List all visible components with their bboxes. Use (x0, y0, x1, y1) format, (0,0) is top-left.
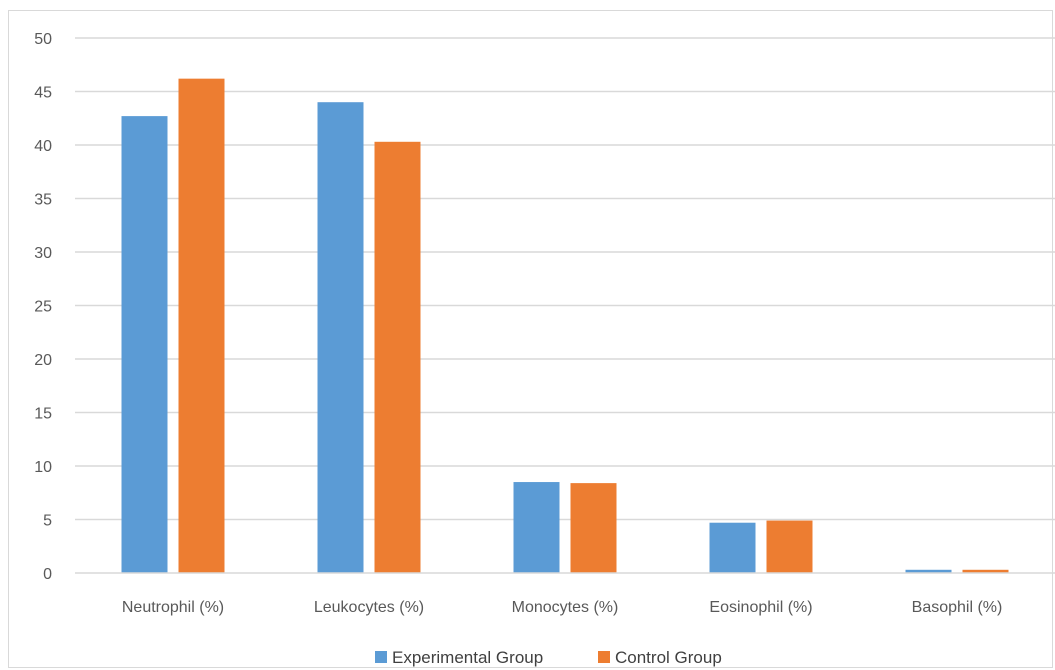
y-tick-label: 10 (34, 459, 52, 476)
legend-swatch (375, 651, 387, 663)
x-category-label: Neutrophil (%) (122, 599, 224, 616)
y-tick-label: 15 (34, 406, 52, 423)
bar-experimental-4 (905, 569, 952, 573)
bar-control-1 (374, 141, 421, 574)
y-tick-label: 20 (34, 352, 52, 369)
x-category-label: Monocytes (%) (512, 599, 619, 616)
gridlines (75, 37, 1055, 521)
y-tick-label: 5 (43, 513, 52, 530)
legend-item-experimental: Experimental Group (375, 648, 543, 667)
x-category-label: Leukocytes (%) (314, 599, 424, 616)
x-category-label: Eosinophil (%) (709, 599, 812, 616)
legend-label: Control Group (615, 648, 722, 667)
legend: Experimental Group Control Group (375, 648, 722, 667)
y-tick-label: 0 (43, 566, 52, 583)
y-axis-tick-labels: 0 5 10 15 20 25 30 35 40 45 50 (34, 31, 52, 583)
bar-control-4 (962, 569, 1009, 573)
x-axis-category-labels: Neutrophil (%) Leukocytes (%) Monocytes (%… (122, 599, 1002, 616)
y-tick-label: 45 (34, 85, 52, 102)
legend-swatch (598, 651, 610, 663)
legend-item-control: Control Group (598, 648, 722, 667)
y-tick-label: 35 (34, 192, 52, 209)
y-tick-label: 25 (34, 299, 52, 316)
bar-control-3 (766, 520, 813, 573)
bar-experimental-0 (121, 116, 168, 574)
bar-experimental-2 (513, 482, 560, 573)
y-tick-label: 50 (34, 31, 52, 48)
bar-control-2 (570, 483, 617, 573)
legend-label: Experimental Group (392, 648, 543, 667)
bars (121, 78, 1009, 574)
y-tick-label: 40 (34, 138, 52, 155)
bar-control-0 (178, 78, 225, 573)
y-tick-label: 30 (34, 245, 52, 262)
bar-experimental-1 (317, 102, 364, 573)
x-category-label: Basophil (%) (912, 599, 1003, 616)
bar-experimental-3 (709, 522, 756, 573)
